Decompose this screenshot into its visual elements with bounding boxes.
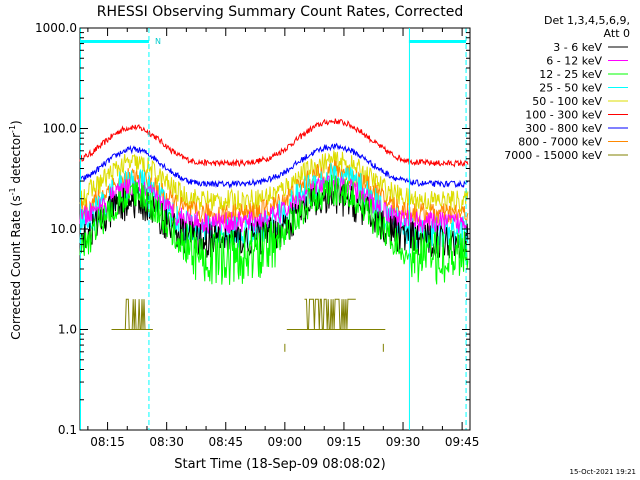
x-tick-label-2: 08:45 xyxy=(208,435,243,449)
x-tick-label-6: 09:45 xyxy=(445,435,480,449)
legend-label-4: 50 - 100 keV xyxy=(532,95,602,108)
y-tick-label-4: 1000.0 xyxy=(35,21,77,35)
chart-title: RHESSI Observing Summary Count Rates, Co… xyxy=(97,4,463,20)
y-axis-label-end: ) xyxy=(9,120,23,125)
x-axis-label: Start Time (18-Sep-09 08:08:02) xyxy=(174,457,385,472)
y-tick-label-3: 100.0 xyxy=(43,122,77,136)
night-flag-label: N xyxy=(155,37,161,46)
night-bar-1 xyxy=(80,40,149,43)
y-tick-label-0: 0.1 xyxy=(58,423,77,437)
legend-header-line1: Det 1,3,4,5,6,9, xyxy=(544,14,630,27)
x-tick-labels: 08:15 08:30 08:45 09:00 09:15 09:30 09:45 xyxy=(90,435,479,449)
ticks-layer xyxy=(80,27,470,431)
legend-header-line2: Att 0 xyxy=(604,27,630,40)
night-bar-2 xyxy=(408,40,467,43)
generated-timestamp: 15-Oct-2021 19:21 xyxy=(570,468,636,476)
series-line-800-7000kev xyxy=(79,159,469,227)
legend-label-7: 800 - 7000 keV xyxy=(518,136,602,149)
legend-label-3: 25 - 50 keV xyxy=(539,82,602,95)
x-tick-label-5: 09:30 xyxy=(386,435,421,449)
series-line-12-25kev xyxy=(79,174,469,285)
series-line-6-12kev xyxy=(79,175,469,234)
x-tick-label-4: 09:15 xyxy=(327,435,362,449)
legend-label-0: 3 - 6 keV xyxy=(553,41,602,54)
y-axis-label: Corrected Count Rate (s-1 detector-1) xyxy=(8,120,23,339)
x-tick-label-0: 08:15 xyxy=(90,435,125,449)
series-layer xyxy=(79,118,469,352)
y-axis-label-exp2: -1 xyxy=(8,125,17,133)
x-tick-label-3: 09:00 xyxy=(268,435,303,449)
series-line-3-6kev xyxy=(79,182,469,259)
y-tick-labels: 0.1 1.0 10.0 100.0 1000.0 xyxy=(35,21,77,437)
series-line-300-800kev xyxy=(79,142,469,189)
y-axis-label-exp: -1 xyxy=(8,187,17,195)
series-line-7000-15000kev xyxy=(124,298,356,330)
legend-label-6: 300 - 800 keV xyxy=(525,122,602,135)
x-tick-label-1: 08:30 xyxy=(149,435,184,449)
y-axis-label-main: Corrected Count Rate (s xyxy=(9,195,23,339)
y-tick-label-2: 10.0 xyxy=(50,222,77,236)
y-axis-label-tail: detector xyxy=(9,133,23,188)
legend-label-5: 100 - 300 keV xyxy=(525,109,602,122)
y-tick-label-1: 1.0 xyxy=(58,323,77,337)
legend-label-8: 7000 - 15000 keV xyxy=(504,149,602,162)
legend-label-2: 12 - 25 keV xyxy=(539,68,602,81)
series-line-100-300kev xyxy=(79,118,469,168)
legend-label-1: 6 - 12 keV xyxy=(546,55,602,68)
